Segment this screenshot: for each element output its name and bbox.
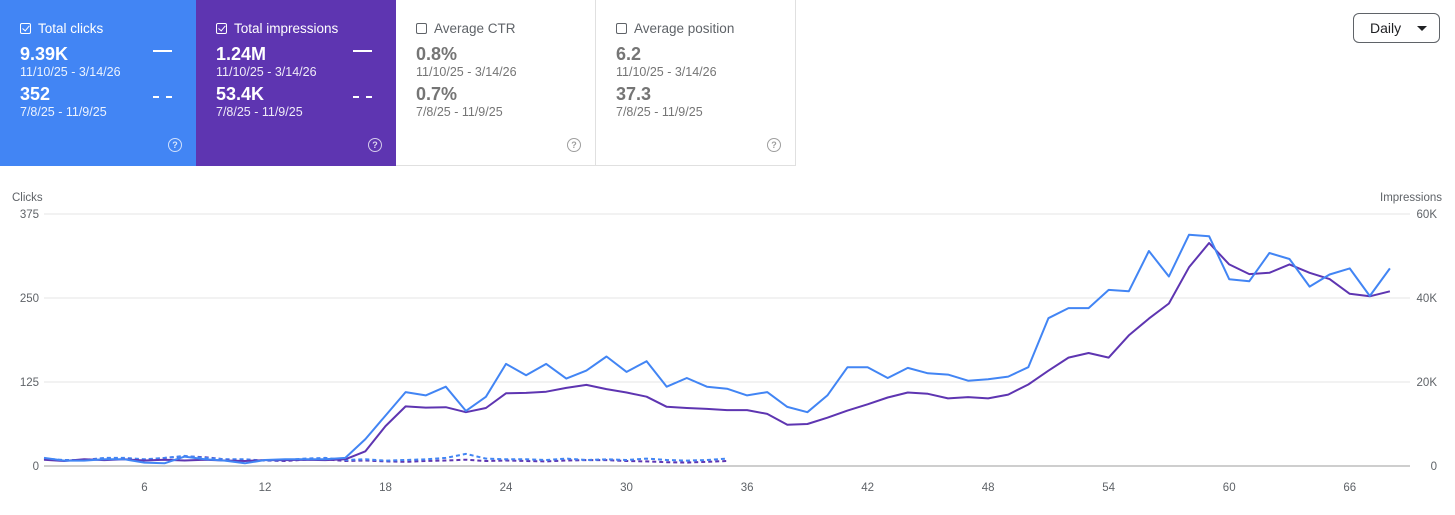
previous-value: 37.3 xyxy=(616,84,652,104)
help-icon[interactable]: ? xyxy=(168,138,182,152)
x-tick-label: 60 xyxy=(1223,482,1236,494)
x-tick-label: 12 xyxy=(259,482,272,494)
solid-line-legend-icon xyxy=(353,50,372,52)
x-tick-label: 48 xyxy=(982,482,995,494)
current-range: 11/10/25 - 3/14/26 xyxy=(616,65,717,79)
clicks-previous-line xyxy=(43,452,728,462)
previous-range: 7/8/25 - 11/9/25 xyxy=(616,105,703,119)
total-clicks-card[interactable]: Total clicks 9.39K 11/10/25 - 3/14/26 35… xyxy=(0,0,196,166)
total-clicks-card-header: Total clicks xyxy=(20,19,176,37)
solid-line-legend-icon xyxy=(153,50,172,52)
impressions-line xyxy=(43,242,1391,462)
average-ctr-card-header: Average CTR xyxy=(416,19,575,37)
x-tick-label: 24 xyxy=(500,482,513,494)
caret-down-icon xyxy=(1417,26,1427,31)
card-title: Total clicks xyxy=(38,20,104,36)
left-axis-ticks: 0 125 250 375 xyxy=(20,209,39,473)
right-tick-label: 60K xyxy=(1417,209,1438,221)
left-tick-label: 0 xyxy=(33,461,39,473)
left-tick-label: 375 xyxy=(20,209,39,221)
current-range: 11/10/25 - 3/14/26 xyxy=(416,65,517,79)
x-tick-label: 54 xyxy=(1102,482,1115,494)
x-tick-label: 36 xyxy=(741,482,754,494)
right-axis-label: Impressions xyxy=(1380,192,1442,204)
current-value: 0.8% xyxy=(416,44,458,64)
right-tick-label: 0 xyxy=(1431,461,1437,473)
granularity-dropdown[interactable]: Daily xyxy=(1353,13,1440,43)
previous-value: 53.4K xyxy=(216,84,265,104)
checkbox-checked-icon[interactable] xyxy=(20,22,31,34)
x-tick-label: 42 xyxy=(861,482,874,494)
current-value: 1.24M xyxy=(216,44,267,64)
average-position-card[interactable]: Average position 6.2 11/10/25 - 3/14/26 … xyxy=(596,0,796,166)
left-axis-label: Clicks xyxy=(12,192,43,204)
current-range: 11/10/25 - 3/14/26 xyxy=(216,65,317,79)
total-impressions-card[interactable]: Total impressions 1.24M 11/10/25 - 3/14/… xyxy=(196,0,396,166)
dashed-line-legend-icon xyxy=(153,96,172,98)
help-icon[interactable]: ? xyxy=(767,138,781,152)
total-impressions-card-header: Total impressions xyxy=(216,19,376,37)
current-value: 9.39K xyxy=(20,44,69,64)
average-ctr-card[interactable]: Average CTR 0.8% 11/10/25 - 3/14/26 0.7%… xyxy=(396,0,596,166)
current-range: 11/10/25 - 3/14/26 xyxy=(20,65,121,79)
help-icon[interactable]: ? xyxy=(368,138,382,152)
card-title: Total impressions xyxy=(234,20,339,36)
previous-value: 352 xyxy=(20,84,51,104)
help-icon[interactable]: ? xyxy=(567,138,581,152)
x-tick-label: 30 xyxy=(620,482,633,494)
previous-range: 7/8/25 - 11/9/25 xyxy=(20,105,107,119)
average-position-card-header: Average position xyxy=(616,19,775,37)
granularity-label: Daily xyxy=(1370,20,1402,36)
previous-value: 0.7% xyxy=(416,84,458,104)
dashed-line-legend-icon xyxy=(353,96,372,98)
card-title: Average position xyxy=(634,20,735,36)
checkbox-unchecked-icon[interactable] xyxy=(416,22,427,34)
x-axis-ticks: 6 12 18 24 30 36 42 48 54 60 66 xyxy=(141,482,1356,494)
previous-range: 7/8/25 - 11/9/25 xyxy=(216,105,303,119)
left-tick-label: 125 xyxy=(20,377,39,389)
left-tick-label: 250 xyxy=(20,293,39,305)
x-tick-label: 18 xyxy=(379,482,392,494)
right-axis-ticks: 0 20K 40K 60K xyxy=(1417,209,1438,473)
gridlines xyxy=(44,213,1410,467)
x-tick-label: 6 xyxy=(141,482,147,494)
right-tick-label: 20K xyxy=(1417,377,1438,389)
previous-range: 7/8/25 - 11/9/25 xyxy=(416,105,503,119)
metric-cards: Total clicks 9.39K 11/10/25 - 3/14/26 35… xyxy=(0,0,796,166)
clicks-line xyxy=(43,233,1391,465)
series-lines xyxy=(43,233,1391,465)
x-tick-label: 66 xyxy=(1343,482,1356,494)
current-value: 6.2 xyxy=(616,44,642,64)
checkbox-checked-icon[interactable] xyxy=(216,22,227,34)
right-tick-label: 40K xyxy=(1417,293,1438,305)
checkbox-unchecked-icon[interactable] xyxy=(616,22,627,34)
card-title: Average CTR xyxy=(434,20,516,36)
